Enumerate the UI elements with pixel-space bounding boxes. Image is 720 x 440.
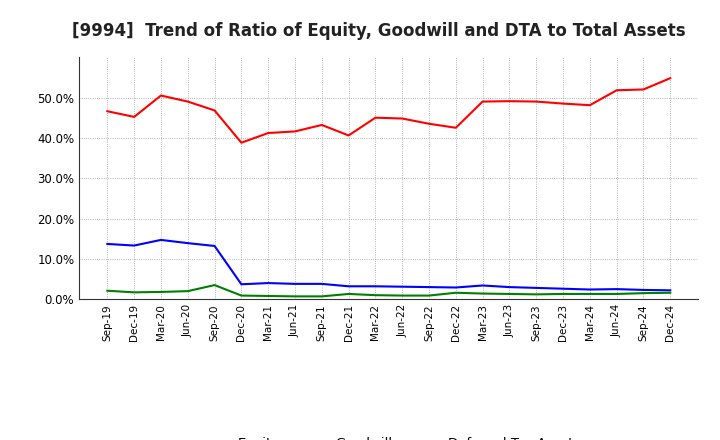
Legend: Equity, Goodwill, Deferred Tax Assets: Equity, Goodwill, Deferred Tax Assets (192, 432, 585, 440)
Deferred Tax Assets (264, 293, 272, 299)
Deferred Tax Assets (425, 293, 433, 298)
Equity (291, 129, 300, 134)
Goodwill (398, 284, 407, 290)
Goodwill (264, 280, 272, 286)
Goodwill (666, 288, 675, 293)
Deferred Tax Assets (103, 288, 112, 293)
Line: Equity: Equity (107, 78, 670, 143)
Deferred Tax Assets (130, 290, 138, 295)
Equity (210, 108, 219, 113)
Deferred Tax Assets (344, 291, 353, 297)
Goodwill (210, 243, 219, 249)
Goodwill (103, 241, 112, 246)
Equity (559, 101, 567, 106)
Goodwill (612, 286, 621, 292)
Equity (318, 122, 326, 128)
Equity (478, 99, 487, 104)
Goodwill (639, 287, 648, 293)
Equity (585, 103, 594, 108)
Equity (184, 99, 192, 104)
Goodwill (505, 285, 514, 290)
Equity (505, 99, 514, 104)
Goodwill (451, 285, 460, 290)
Deferred Tax Assets (612, 291, 621, 297)
Equity (264, 130, 272, 136)
Goodwill (318, 281, 326, 286)
Goodwill (371, 284, 379, 289)
Equity (103, 109, 112, 114)
Deferred Tax Assets (184, 289, 192, 294)
Text: [9994]  Trend of Ratio of Equity, Goodwill and DTA to Total Assets: [9994] Trend of Ratio of Equity, Goodwil… (72, 22, 685, 40)
Goodwill (559, 286, 567, 291)
Deferred Tax Assets (157, 290, 166, 295)
Equity (344, 133, 353, 138)
Deferred Tax Assets (210, 282, 219, 288)
Deferred Tax Assets (639, 290, 648, 296)
Deferred Tax Assets (585, 291, 594, 297)
Goodwill (237, 282, 246, 287)
Equity (398, 116, 407, 121)
Goodwill (425, 285, 433, 290)
Equity (371, 115, 379, 120)
Equity (130, 114, 138, 120)
Goodwill (291, 281, 300, 286)
Goodwill (184, 241, 192, 246)
Deferred Tax Assets (505, 291, 514, 297)
Deferred Tax Assets (371, 293, 379, 298)
Goodwill (157, 237, 166, 242)
Goodwill (532, 285, 541, 290)
Deferred Tax Assets (291, 294, 300, 299)
Goodwill (478, 283, 487, 288)
Goodwill (585, 287, 594, 292)
Deferred Tax Assets (398, 293, 407, 298)
Deferred Tax Assets (666, 290, 675, 295)
Line: Deferred Tax Assets: Deferred Tax Assets (107, 285, 670, 297)
Deferred Tax Assets (559, 291, 567, 297)
Deferred Tax Assets (451, 290, 460, 295)
Equity (639, 87, 648, 92)
Deferred Tax Assets (532, 292, 541, 297)
Equity (532, 99, 541, 104)
Goodwill (130, 243, 138, 248)
Equity (612, 88, 621, 93)
Equity (451, 125, 460, 130)
Deferred Tax Assets (478, 291, 487, 296)
Deferred Tax Assets (237, 293, 246, 298)
Equity (425, 121, 433, 126)
Equity (666, 76, 675, 81)
Goodwill (344, 284, 353, 289)
Line: Goodwill: Goodwill (107, 240, 670, 290)
Equity (157, 93, 166, 98)
Equity (237, 140, 246, 145)
Deferred Tax Assets (318, 294, 326, 299)
